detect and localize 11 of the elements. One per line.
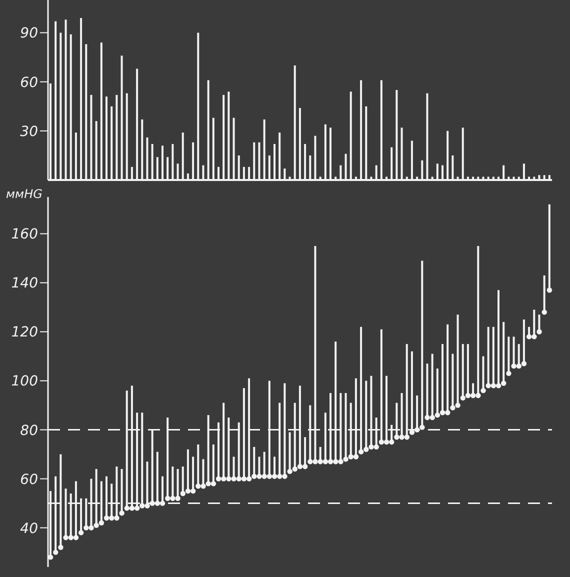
y-tick-label: 140: [11, 276, 38, 292]
y-tick-label: 60: [20, 74, 38, 91]
y-tick-label: 160: [11, 226, 38, 243]
y-tick-label: 40: [20, 520, 38, 537]
y-axis-title: ммHG: [6, 187, 42, 201]
y-tick-label: 90: [20, 26, 38, 42]
y-tick-label: 60: [20, 472, 38, 488]
y-tick-label: 80: [20, 422, 38, 439]
y-tick-label: 100: [11, 374, 38, 390]
y-tick-label: 30: [20, 124, 38, 140]
y-tick-label: 120: [11, 324, 38, 341]
